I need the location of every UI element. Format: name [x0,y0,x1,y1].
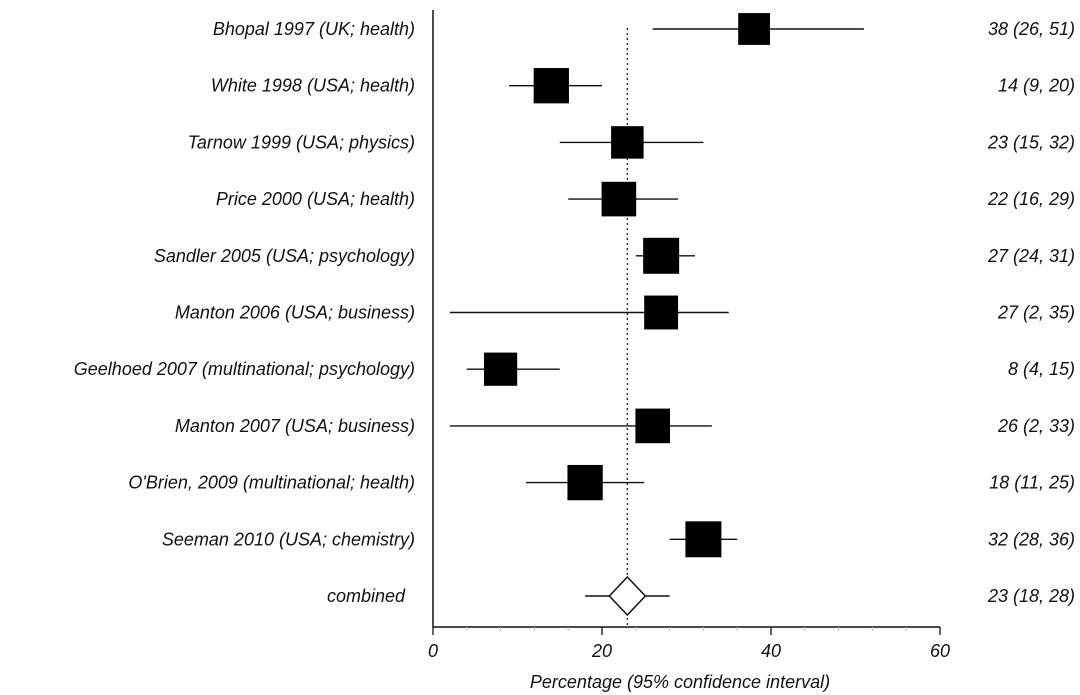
ci-label: 27 (2, 35) [997,303,1075,323]
study-label: Tarnow 1999 (USA; physics) [188,132,415,152]
study-row: White 1998 (USA; health) 14 (9, 20) [211,68,1075,104]
combined-row: combined 23 (18, 28) [327,575,1075,617]
x-tick-label: 20 [591,641,612,661]
point-estimate-square [601,181,637,217]
ci-label: 14 (9, 20) [998,76,1075,96]
study-row: Bhopal 1997 (UK; health) 38 (26, 51) [213,13,1075,45]
point-estimate-square [533,68,569,104]
point-estimate-square [643,237,680,274]
study-label: Seeman 2010 (USA; chemistry) [162,529,415,549]
x-tick-label: 0 [428,641,438,661]
ci-label: 27 (24, 31) [987,246,1075,266]
study-label: Bhopal 1997 (UK; health) [213,19,415,39]
study-row: Tarnow 1999 (USA; physics) 23 (15, 32) [188,126,1075,159]
study-row: Seeman 2010 (USA; chemistry) 32 (28, 36) [162,521,1075,558]
study-row: Manton 2007 (USA; business) 26 (2, 33) [175,408,1075,444]
study-row: O'Brien, 2009 (multinational; health) 18 … [128,464,1075,501]
ci-label: 26 (2, 33) [997,416,1075,436]
point-estimate-square [644,295,679,330]
study-row: Manton 2006 (USA; business) 27 (2, 35) [175,295,1075,330]
study-label: Geelhoed 2007 (multinational; psychology… [74,359,415,379]
study-row: Sandler 2005 (USA; psychology) 27 (24, 31… [154,237,1075,274]
point-estimate-square [635,408,670,444]
study-rows: Bhopal 1997 (UK; health) 38 (26, 51) White… [74,13,1075,617]
ci-label: 32 (28, 36) [988,529,1075,549]
point-estimate-square [611,126,644,159]
study-label: White 1998 (USA; health) [211,76,415,96]
ci-label: 22 (16, 29) [987,189,1075,209]
x-tick-label: 40 [761,641,781,661]
study-label: Manton 2007 (USA; business) [175,416,415,436]
ci-label: 18 (11, 25) [989,473,1075,493]
study-row: Price 2000 (USA; health) 22 (16, 29) [216,181,1075,217]
ci-label: 23 (15, 32) [987,132,1075,152]
study-label: Sandler 2005 (USA; psychology) [154,246,415,266]
ci-label: 38 (26, 51) [988,19,1075,39]
x-axis-title: Percentage (95% confidence interval) [530,672,830,692]
combined-label: combined [327,586,406,606]
x-axis: 0 20 40 60 [428,10,950,661]
x-tick-label: 60 [930,641,950,661]
point-estimate-square [685,521,722,558]
combined-ci-label: 23 (18, 28) [987,586,1075,606]
combined-estimate-diamond [608,575,647,617]
study-label: Manton 2006 (USA; business) [175,303,415,323]
point-estimate-square [567,464,603,501]
study-label: O'Brien, 2009 (multinational; health) [128,473,415,493]
study-label: Price 2000 (USA; health) [216,189,415,209]
study-row: Geelhoed 2007 (multinational; psychology… [74,352,1075,386]
point-estimate-square [484,352,518,386]
point-estimate-square [738,13,770,45]
ci-label: 8 (4, 15) [1008,359,1075,379]
